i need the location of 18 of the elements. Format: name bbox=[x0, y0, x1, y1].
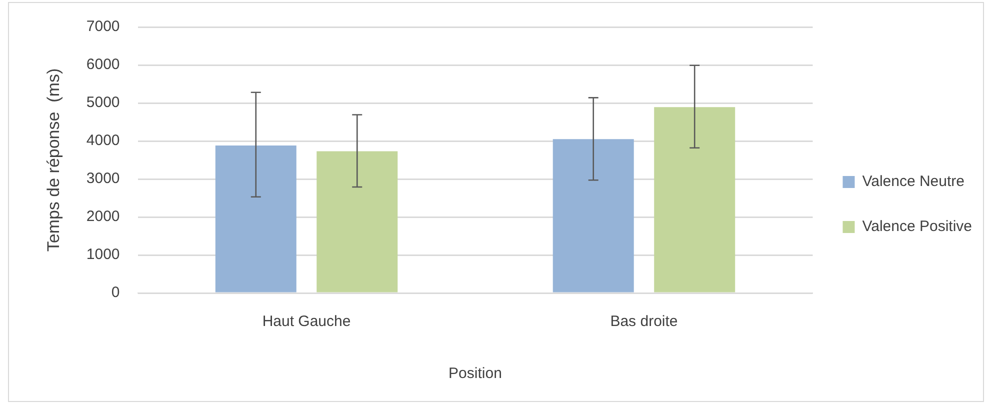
y-tick-label: 6000 bbox=[86, 56, 120, 74]
y-tick-label: 3000 bbox=[86, 170, 120, 188]
bar bbox=[215, 146, 296, 292]
legend-label: Valence Positive bbox=[862, 218, 972, 236]
x-tick-label: Bas droite bbox=[610, 313, 678, 330]
bar bbox=[552, 139, 634, 292]
y-tick-label: 4000 bbox=[86, 132, 120, 150]
bar bbox=[654, 107, 736, 292]
x-tick-label: Haut Gauche bbox=[262, 313, 351, 330]
x-axis-title: Position bbox=[448, 365, 502, 382]
legend-label: Valence Neutre bbox=[862, 173, 965, 190]
bar bbox=[316, 151, 398, 292]
y-tick-label: 1000 bbox=[86, 246, 120, 264]
y-tick-label: 0 bbox=[111, 284, 120, 302]
y-axis-title: Temps de réponse (ms) bbox=[44, 68, 63, 252]
y-tick-label: 7000 bbox=[86, 18, 120, 36]
y-tick-label: 5000 bbox=[86, 94, 120, 112]
y-tick-label: 2000 bbox=[86, 208, 120, 226]
